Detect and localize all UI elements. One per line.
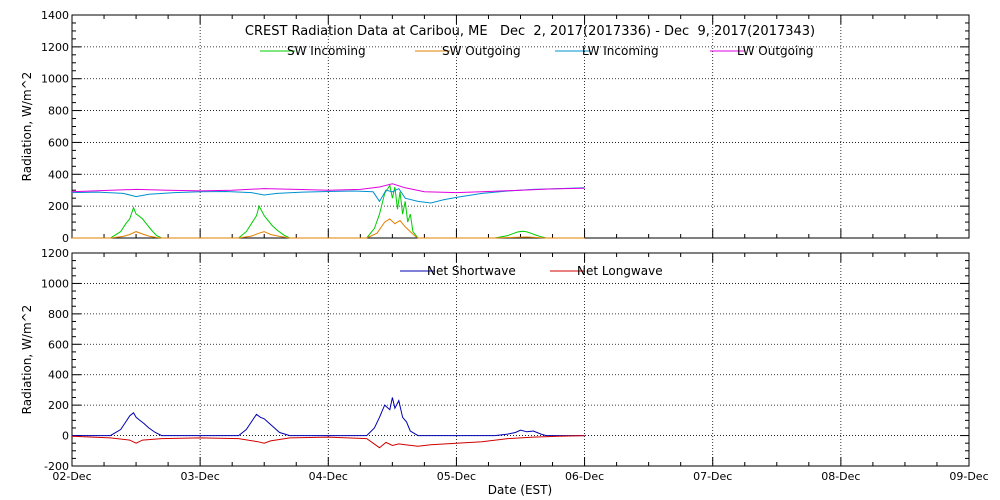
y-tick-label: -200 <box>44 460 69 473</box>
y-tick-label: 1000 <box>41 73 69 86</box>
bottom-series <box>71 397 585 449</box>
x-tick-label: 04-Dec <box>309 470 348 483</box>
lw-outgoing-legend-label: LW Outgoing <box>737 44 814 58</box>
x-tick-label: 02-Dec <box>52 470 91 483</box>
chart-title: CREST Radiation Data at Caribou, ME Dec … <box>245 24 815 39</box>
net-longwave-legend-label: Net Longwave <box>577 264 663 278</box>
y-tick-label: 0 <box>62 430 69 443</box>
y-tick-label: 0 <box>62 232 69 245</box>
y-tick-label: 1400 <box>41 9 69 22</box>
x-tick-label: 07-Dec <box>693 470 732 483</box>
bottom-grid <box>72 253 969 466</box>
top-ticks: 0 200 400 600 800 1000 1200 1400 <box>41 9 970 245</box>
y-tick-label: 200 <box>48 200 69 213</box>
y-tick-label: 200 <box>48 399 69 412</box>
y-tick-label: 400 <box>48 168 69 181</box>
lw-outgoing-series-line <box>71 183 585 194</box>
top-y-axis-label: Radiation, W/m^2 <box>20 72 34 182</box>
y-tick-label: 600 <box>48 338 69 351</box>
net-longwave-series-line <box>71 435 585 449</box>
lw-incoming-legend-label: LW Incoming <box>582 44 659 58</box>
x-tick-labels: 02-Dec 03-Dec 04-Dec 05-Dec 06-Dec 07-Dec 08-D… <box>52 470 988 483</box>
x-tick-label: 06-Dec <box>565 470 604 483</box>
x-tick-label: 03-Dec <box>181 470 220 483</box>
x-tick-label: 09-Dec <box>949 470 988 483</box>
y-tick-label: 400 <box>48 369 69 382</box>
bottom-y-axis-label: Radiation, W/m^2 <box>20 305 34 415</box>
x-tick-label: 05-Dec <box>437 470 476 483</box>
y-tick-label: 1000 <box>41 277 69 290</box>
x-axis-label: Date (EST) <box>488 483 552 497</box>
y-tick-label: 1200 <box>41 41 69 54</box>
top-grid <box>72 15 969 238</box>
bottom-legend: Net Shortwave Net Longwave <box>400 264 663 278</box>
bottom-ticks: -200 0 200 400 600 800 1000 1200 <box>41 247 970 473</box>
sw-incoming-legend-label: SW Incoming <box>287 44 366 58</box>
lw-incoming-series-line <box>71 187 585 204</box>
y-tick-label: 1200 <box>41 247 69 260</box>
net-shortwave-legend-label: Net Shortwave <box>427 264 516 278</box>
x-tick-label: 08-Dec <box>821 470 860 483</box>
top-series <box>71 183 585 239</box>
net-shortwave-series-line <box>72 397 585 437</box>
y-tick-label: 800 <box>48 308 69 321</box>
y-tick-label: 600 <box>48 136 69 149</box>
y-tick-label: 800 <box>48 105 69 118</box>
sw-outgoing-legend-label: SW Outgoing <box>442 44 521 58</box>
sw-outgoing-series-line <box>72 218 585 239</box>
top-legend: SW Incoming SW Outgoing LW Incoming LW Outg… <box>260 44 814 58</box>
